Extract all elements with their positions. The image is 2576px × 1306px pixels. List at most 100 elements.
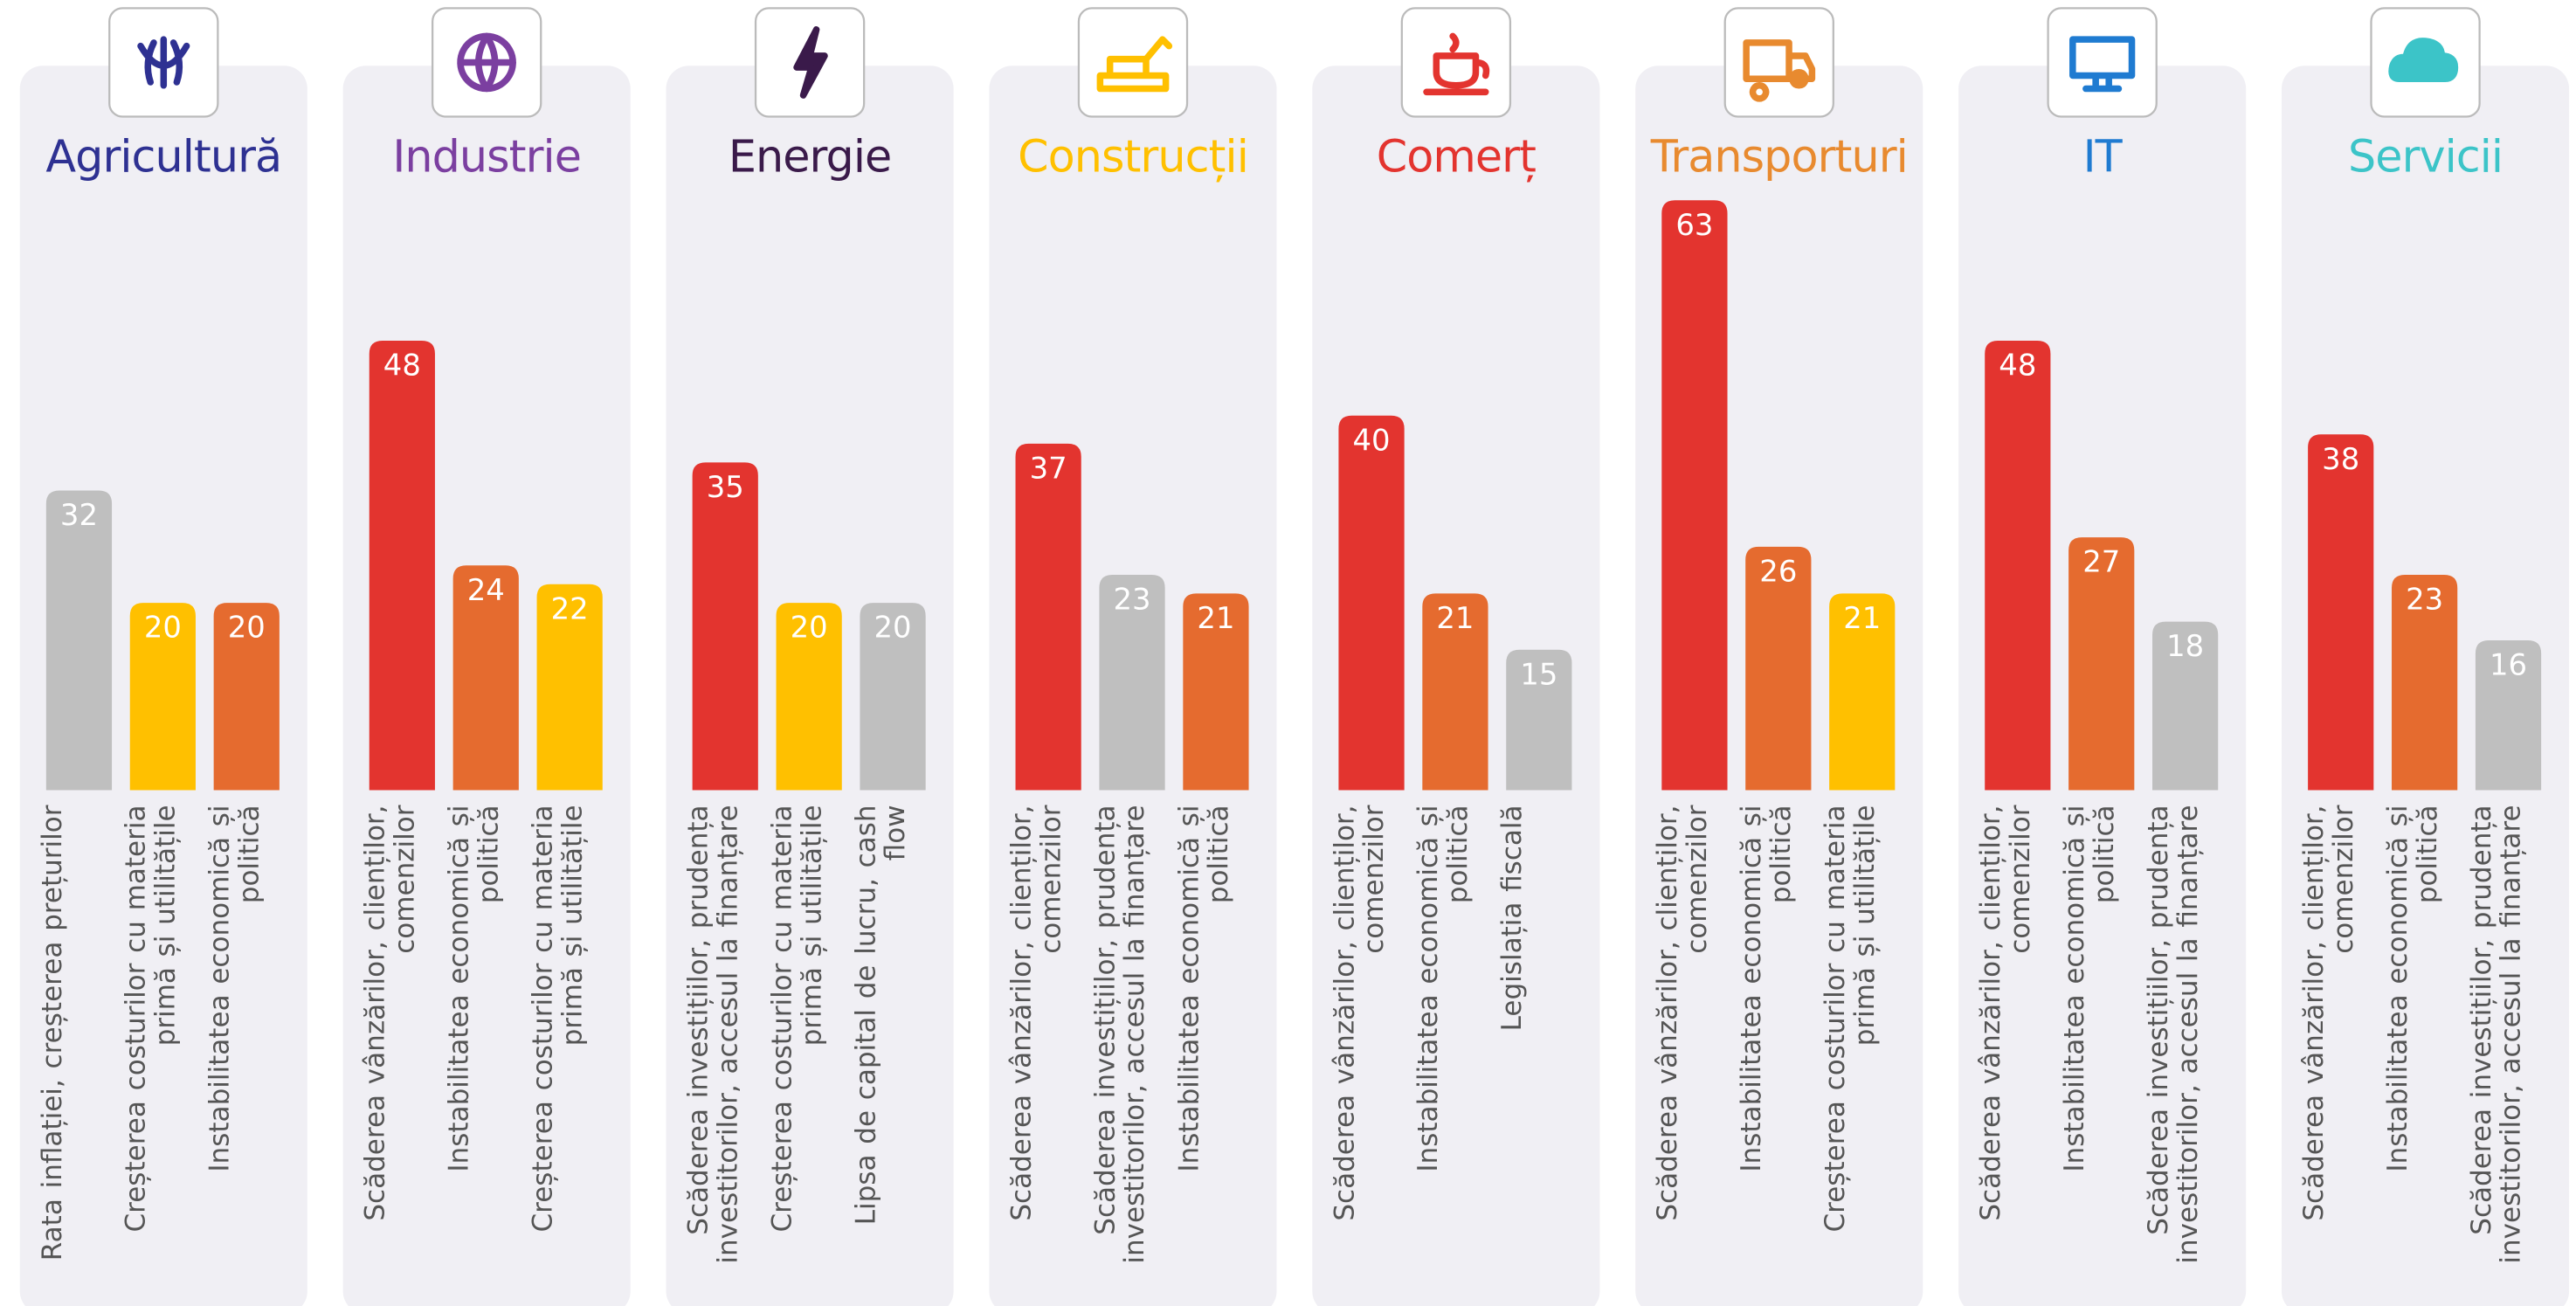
category-label: Lipsa de capital de lucru, cash flow bbox=[852, 805, 911, 1226]
category-label: Instabilitatea economică și politică bbox=[2383, 805, 2443, 1172]
category-label: Scăderea investițiilor, prudența investi… bbox=[2144, 805, 2204, 1264]
bar bbox=[213, 603, 280, 791]
category-label: Instabilitatea economică și politică bbox=[1413, 805, 1474, 1172]
bar bbox=[1183, 593, 1249, 791]
category-label-box: Scăderea vânzărilor, clienților, comenzi… bbox=[2300, 805, 2359, 1220]
value-label: 38 bbox=[2322, 442, 2359, 476]
value-label: 26 bbox=[1759, 554, 1797, 588]
icon-frame bbox=[1723, 7, 1834, 118]
icon bbox=[2069, 36, 2136, 93]
category-label-box: Lipsa de capital de lucru, cash flow bbox=[852, 805, 911, 1226]
bar bbox=[776, 603, 842, 791]
panel-title: Servicii bbox=[2348, 130, 2503, 182]
category-label: Creșterea costurilor cu materia primă și… bbox=[1820, 805, 1881, 1233]
value-label: 20 bbox=[874, 611, 912, 645]
icon bbox=[1423, 32, 1490, 96]
category-label: Scăderea investițiilor, prudența investi… bbox=[2467, 805, 2527, 1264]
category-label-box: Creșterea costurilor cu materia primă și… bbox=[1820, 805, 1881, 1233]
panel-title: Agricultură bbox=[45, 130, 281, 182]
icon bbox=[137, 36, 190, 89]
value-label: 63 bbox=[1675, 208, 1713, 242]
value-label: 40 bbox=[1353, 423, 1391, 457]
icon bbox=[793, 26, 828, 99]
category-label: Scăderea vânzărilor, clienților, comenzi… bbox=[1330, 805, 1390, 1221]
bar bbox=[1745, 546, 1812, 791]
bar bbox=[2308, 434, 2374, 791]
value-label: 37 bbox=[1030, 452, 1067, 486]
value-label: 21 bbox=[1436, 601, 1474, 635]
bar bbox=[129, 603, 196, 791]
panel-title: Transporturi bbox=[1650, 130, 1908, 182]
bar bbox=[1422, 593, 1488, 791]
category-label: Scăderea vânzărilor, clienților, comenzi… bbox=[1653, 805, 1713, 1221]
bar bbox=[692, 462, 758, 791]
value-label: 48 bbox=[383, 349, 421, 383]
category-label-box: Instabilitatea economică și politică bbox=[1174, 805, 1234, 1172]
category-label: Creșterea costurilor cu materia primă și… bbox=[768, 805, 827, 1233]
bar bbox=[452, 565, 519, 791]
bar bbox=[2068, 537, 2135, 791]
icon-frame bbox=[2047, 7, 2158, 118]
category-label-box: Rata inflației, creșterea prețurilor bbox=[38, 805, 67, 1261]
category-label: Creșterea costurilor cu materia primă și… bbox=[121, 805, 182, 1233]
category-label: Instabilitatea economică și politică bbox=[1737, 805, 1797, 1172]
value-label: 21 bbox=[1843, 601, 1881, 635]
category-label-box: Instabilitatea economică și politică bbox=[1737, 805, 1797, 1172]
icon bbox=[457, 32, 517, 93]
bar bbox=[1829, 593, 1896, 791]
icon bbox=[2388, 38, 2459, 83]
category-label: Scăderea investițiilor, prudența investi… bbox=[684, 805, 743, 1264]
category-label: Scăderea vânzărilor, clienților, comenzi… bbox=[361, 805, 421, 1221]
bar bbox=[45, 490, 113, 791]
category-label: Creșterea costurilor cu materia primă și… bbox=[528, 805, 588, 1233]
bar bbox=[1099, 574, 1165, 791]
category-label: Instabilitatea economică și politică bbox=[1174, 805, 1234, 1172]
category-label-box: Instabilitatea economică și politică bbox=[2060, 805, 2120, 1172]
bar bbox=[860, 603, 926, 791]
category-label-box: Legislația fiscală bbox=[1497, 805, 1528, 1032]
icon bbox=[1743, 39, 1816, 102]
value-label: 15 bbox=[1520, 657, 1557, 691]
category-label-box: Scăderea vânzărilor, clienților, comenzi… bbox=[361, 805, 421, 1221]
category-label-box: Scăderea vânzărilor, clienților, comenzi… bbox=[1976, 805, 2036, 1221]
value-label: 18 bbox=[2166, 629, 2204, 663]
category-label-box: Instabilitatea economică și politică bbox=[205, 805, 265, 1172]
bar bbox=[2392, 574, 2458, 791]
category-label-box: Creșterea costurilor cu materia primă și… bbox=[121, 805, 182, 1233]
category-label: Instabilitatea economică și politică bbox=[205, 805, 265, 1172]
value-label: 20 bbox=[144, 611, 182, 645]
category-label: Instabilitatea economică și politică bbox=[2060, 805, 2120, 1172]
category-label: Scăderea vânzărilor, clienților, comenzi… bbox=[1007, 805, 1067, 1221]
category-label-box: Scăderea investițiilor, prudența investi… bbox=[684, 805, 743, 1264]
category-label-box: Scăderea investițiilor, prudența investi… bbox=[1091, 805, 1150, 1263]
value-label: 27 bbox=[2082, 545, 2120, 579]
bar bbox=[1015, 443, 1081, 791]
category-label-box: Scăderea investițiilor, prudența investi… bbox=[2467, 805, 2527, 1264]
bar bbox=[1338, 415, 1405, 791]
value-label: 21 bbox=[1197, 601, 1234, 635]
category-label: Instabilitatea economică și politică bbox=[445, 805, 504, 1172]
value-label: 35 bbox=[707, 470, 744, 504]
value-label: 48 bbox=[1999, 349, 2036, 383]
panel-title: Energie bbox=[729, 130, 891, 182]
value-label: 16 bbox=[2490, 648, 2527, 682]
value-label: 22 bbox=[551, 591, 589, 625]
category-label-box: Creșterea costurilor cu materia primă și… bbox=[528, 805, 588, 1233]
bar bbox=[2152, 621, 2219, 791]
bar bbox=[1985, 341, 2051, 791]
category-label-box: Scăderea vânzărilor, clienților, comenzi… bbox=[1007, 805, 1067, 1221]
value-label: 23 bbox=[2406, 583, 2443, 617]
category-label-box: Instabilitatea economică și politică bbox=[2383, 805, 2443, 1172]
category-label-box: Instabilitatea economică și politică bbox=[445, 805, 504, 1172]
category-label: Scăderea vânzărilor, clienților, comenzi… bbox=[1976, 805, 2036, 1221]
category-label: Legislația fiscală bbox=[1497, 805, 1528, 1032]
panel-title: Construcții bbox=[1018, 130, 1248, 183]
value-label: 20 bbox=[228, 611, 266, 645]
bar bbox=[369, 341, 435, 791]
bar bbox=[536, 584, 603, 791]
value-label: 23 bbox=[1114, 583, 1151, 617]
value-label: 20 bbox=[791, 611, 828, 645]
category-label-box: Creșterea costurilor cu materia primă și… bbox=[768, 805, 827, 1233]
